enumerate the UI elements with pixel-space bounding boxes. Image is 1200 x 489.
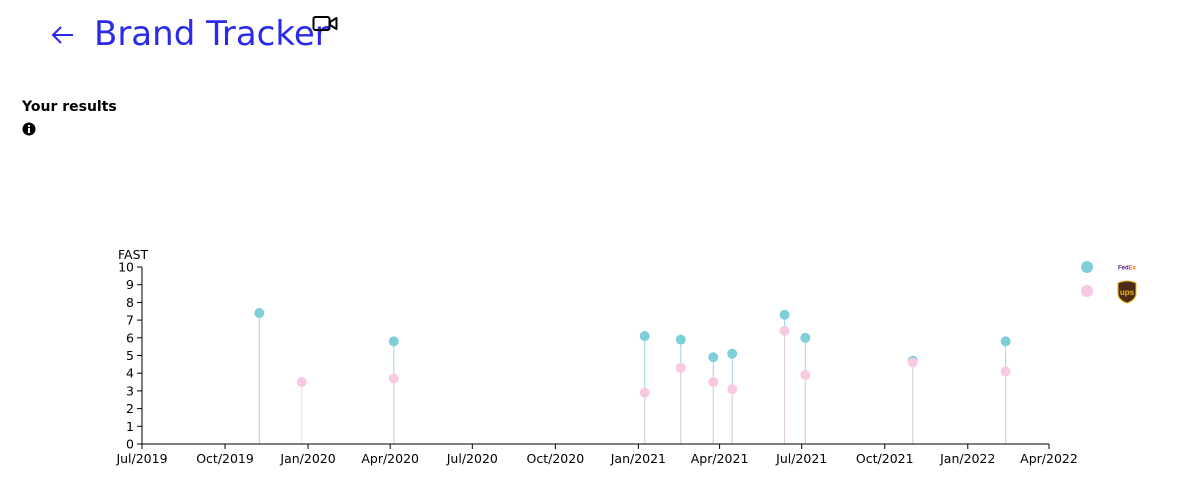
- x-tick-label: Jul/2020: [446, 451, 498, 466]
- y-tick-label: 8: [126, 295, 134, 310]
- ups-point[interactable]: [296, 377, 307, 388]
- ups-point[interactable]: [907, 357, 918, 368]
- ups-point[interactable]: [708, 377, 719, 388]
- ups-point[interactable]: [727, 384, 738, 395]
- x-tick-label: Apr/2020: [361, 451, 419, 466]
- fedex-point[interactable]: [779, 309, 790, 320]
- ups-logo-icon: ups: [1117, 280, 1137, 304]
- x-tick-label: Jul/2019: [115, 451, 167, 466]
- y-tick-label: 7: [126, 313, 134, 328]
- fedex-point[interactable]: [388, 336, 399, 347]
- video-camera-icon[interactable]: [312, 14, 338, 34]
- fedex-point[interactable]: [639, 331, 650, 342]
- y-tick-label: 5: [126, 348, 134, 363]
- y-tick-label: 3: [126, 383, 134, 398]
- fedex-point[interactable]: [727, 348, 738, 359]
- y-tick-label: 10: [118, 260, 134, 275]
- y-tick-label: 2: [126, 401, 134, 416]
- x-tick-label: Jan/2022: [939, 451, 995, 466]
- x-tick-label: Apr/2022: [1020, 451, 1078, 466]
- results-label: Your results: [22, 99, 117, 115]
- axes-layer: 0 1 2 3 4 5 6 7 8 9 10 Jul/2019 Oct/2019 Jan/2020 Apr/…: [115, 260, 1077, 467]
- fedex-point[interactable]: [1000, 336, 1011, 347]
- ups-point[interactable]: [388, 373, 399, 384]
- y-axis-label: FAST: [118, 247, 149, 262]
- y-tick-label: 0: [126, 437, 134, 452]
- y-tick-label: 9: [126, 277, 134, 292]
- x-tick-label: Oct/2019: [196, 451, 254, 466]
- fedex-point[interactable]: [708, 352, 719, 363]
- ups-point[interactable]: [800, 369, 811, 380]
- fedex-point[interactable]: [254, 308, 265, 319]
- ups-point[interactable]: [1000, 366, 1011, 377]
- fedex-logo-icon: FedEx: [1118, 266, 1136, 272]
- ups-point[interactable]: [639, 387, 650, 398]
- x-tick-label: Oct/2020: [527, 451, 585, 466]
- page-title: Brand Tracker: [94, 14, 329, 54]
- ups-point[interactable]: [779, 325, 790, 336]
- svg-text:ups: ups: [1120, 288, 1135, 297]
- x-tick-label: Jul/2021: [775, 451, 827, 466]
- y-tick-label: 4: [126, 366, 134, 381]
- x-tick-label: Oct/2021: [856, 451, 914, 466]
- fedex-point[interactable]: [800, 332, 811, 343]
- svg-text:FedEx: FedEx: [1118, 266, 1136, 272]
- ups-point[interactable]: [675, 362, 686, 373]
- y-tick-label: 6: [126, 330, 134, 345]
- points-layer: [254, 308, 1011, 398]
- fedex-point[interactable]: [675, 334, 686, 345]
- x-tick-label: Jan/2021: [610, 451, 666, 466]
- y-tick-label: 1: [126, 419, 134, 434]
- legend-swatch-fedex[interactable]: [1081, 261, 1093, 273]
- x-tick-label: Jan/2020: [279, 451, 335, 466]
- info-icon[interactable]: [22, 122, 36, 136]
- stems-layer: [258, 313, 1007, 444]
- arrow-left-icon[interactable]: [50, 22, 76, 48]
- x-tick-label: Apr/2021: [691, 451, 749, 466]
- legend-swatch-ups[interactable]: [1081, 285, 1093, 297]
